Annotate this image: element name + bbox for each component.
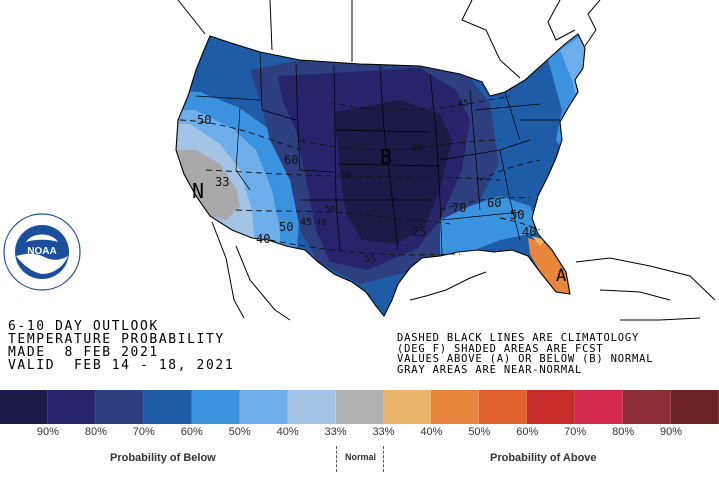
- contour-label: 55: [365, 255, 376, 265]
- contour-label: 50: [325, 205, 336, 215]
- contour-label: 60: [487, 196, 501, 210]
- contour-labels: 50 60 33 40 50 45 35 30 45 25 70 60 50 4…: [197, 99, 536, 265]
- legend-tick-label: 70%: [132, 426, 155, 438]
- legend-tick-label: 90%: [36, 426, 59, 438]
- note-line: DASHED BLACK LINES ARE CLIMATOLOGY: [397, 332, 640, 344]
- legend-swatch: [239, 390, 288, 424]
- legend-swatch: [383, 390, 432, 424]
- legend-swatch: [335, 390, 384, 424]
- legend-tick-label: 60%: [516, 426, 539, 438]
- state-borders: [175, 33, 586, 318]
- legend-tick-label: 60%: [180, 426, 203, 438]
- climatology-contours: [179, 95, 541, 256]
- note-line: (DEG F) SHADED AREAS ARE FCST: [397, 342, 604, 355]
- legend-swatch: [143, 390, 192, 424]
- legend-swatch: [623, 390, 672, 424]
- probability-color-legend: [0, 390, 719, 424]
- legend-tick-label: 40%: [420, 426, 443, 438]
- contour-label: 40: [316, 218, 327, 228]
- above-caption: Probability of Above: [490, 452, 597, 464]
- legend-tick-label: 50%: [228, 426, 251, 438]
- legend-tick-label: 40%: [276, 426, 299, 438]
- above-normal-marker: A: [556, 266, 566, 286]
- probability-tick-labels: 90% 80% 70% 60% 50% 40% 33% 33% 40% 50% 60% 70% 80% 9…: [0, 426, 719, 440]
- noaa-logo: NOAA: [3, 213, 81, 291]
- contour-label: 33: [215, 175, 229, 189]
- legend-tick-label: 33%: [372, 426, 395, 438]
- legend-swatch: [287, 390, 336, 424]
- legend-tick-label: 70%: [564, 426, 587, 438]
- contour-label: 50: [510, 208, 524, 222]
- legend-swatch: [191, 390, 240, 424]
- contour-label: 45: [300, 217, 312, 228]
- contour-label: 40: [522, 225, 536, 239]
- legend-tick-label: 50%: [468, 426, 491, 438]
- near-normal-marker: N: [192, 179, 204, 203]
- below-normal-marker: B: [380, 145, 392, 169]
- contour-label: 50: [279, 220, 293, 234]
- legend-tick-label: 80%: [612, 426, 635, 438]
- outlook-made-date: MADE 8 FEB 2021: [8, 345, 159, 360]
- legend-swatch: [47, 390, 96, 424]
- normal-divider-left: [336, 446, 337, 472]
- outlook-valid-dates: VALID FEB 14 - 18, 2021: [8, 358, 235, 373]
- contour-label: 30: [412, 143, 423, 153]
- below-caption: Probability of Below: [110, 452, 216, 464]
- contour-label: 35: [340, 171, 351, 181]
- contour-label: 40: [256, 232, 270, 246]
- legend-tick-label: 90%: [660, 426, 683, 438]
- map-legend-note: DASHED BLACK LINES ARE CLIMATOLOGY (DEG …: [397, 333, 717, 375]
- legend-swatch: [527, 390, 576, 424]
- contour-label: 70: [452, 201, 466, 215]
- contour-label: 25: [412, 225, 426, 239]
- legend-swatch: [575, 390, 624, 424]
- legend-tick-label: 33%: [324, 426, 347, 438]
- legend-swatch: [0, 390, 48, 424]
- note-line: VALUES ABOVE (A) OR BELOW (B) NORMAL: [397, 353, 654, 365]
- contour-label: 45: [458, 99, 469, 109]
- legend-swatch: [479, 390, 528, 424]
- outlook-title: 6-10 DAY OUTLOOK TEMPERATURE PROBABILITY…: [8, 320, 308, 372]
- contour-label: 50: [197, 113, 211, 127]
- normal-caption: Normal: [345, 452, 377, 462]
- normal-divider-right: [383, 446, 384, 472]
- outlook-title-line: TEMPERATURE PROBABILITY: [8, 332, 225, 347]
- contour-label: 60: [284, 153, 298, 167]
- outlook-title-line: 6-10 DAY OUTLOOK: [8, 319, 159, 334]
- outside-borders: [177, 0, 716, 321]
- legend-swatch: [671, 390, 719, 424]
- note-line: GRAY AREAS ARE NEAR-NORMAL: [397, 363, 583, 376]
- noaa-logo-text: NOAA: [27, 246, 56, 257]
- legend-swatch: [95, 390, 144, 424]
- legend-tick-label: 80%: [84, 426, 107, 438]
- legend-swatch: [431, 390, 480, 424]
